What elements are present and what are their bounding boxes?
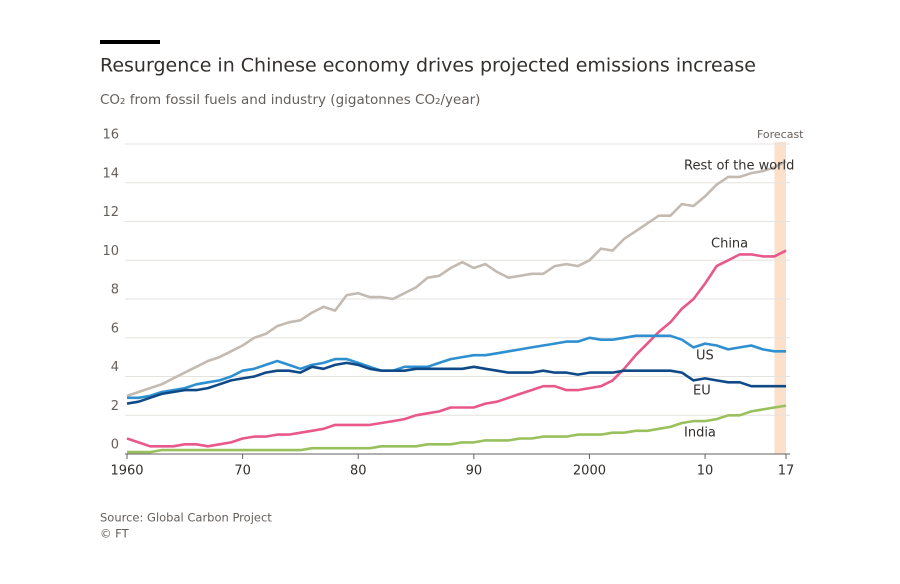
x-tick-label: 1960 [110, 464, 143, 479]
x-tick-label: 80 [350, 464, 367, 479]
series-line [127, 404, 787, 454]
series-label: EU [693, 384, 711, 399]
x-tick-label: 2000 [573, 464, 606, 479]
series-line [126, 160, 787, 398]
y-tick-label: 8 [111, 283, 119, 298]
x-tick-label: 17 [778, 464, 795, 479]
y-tick-label: 10 [102, 244, 119, 259]
series-line [126, 361, 786, 405]
y-tick-label: 6 [111, 321, 119, 336]
x-tick-label: 70 [234, 464, 251, 479]
source: Source: Global Carbon Project [100, 511, 272, 525]
series-line [127, 334, 786, 400]
series-label: India [684, 426, 716, 441]
title-bar [100, 40, 160, 44]
series-line [126, 249, 787, 448]
y-tick-label: 2 [111, 399, 119, 414]
chart-title: Resurgence in Chinese economy drives pro… [100, 55, 756, 77]
y-tick-label: 12 [102, 205, 119, 220]
chart-subtitle: CO₂ from fossil fuels and industry (giga… [100, 92, 480, 108]
y-tick-label: 0 [111, 438, 119, 453]
series-label: US [696, 349, 714, 364]
y-tick-label: 16 [102, 128, 119, 143]
y-tick-label: 14 [102, 166, 119, 181]
forecast-band [774, 142, 786, 454]
forecast-label: Forecast [757, 128, 804, 141]
x-tick-label: 10 [697, 464, 714, 479]
y-tick-label: 4 [111, 360, 119, 375]
x-tick-label: 90 [466, 464, 483, 479]
credit: © FT [100, 527, 130, 541]
series-label: Rest of the world [684, 159, 794, 174]
series-label: China [711, 237, 748, 252]
